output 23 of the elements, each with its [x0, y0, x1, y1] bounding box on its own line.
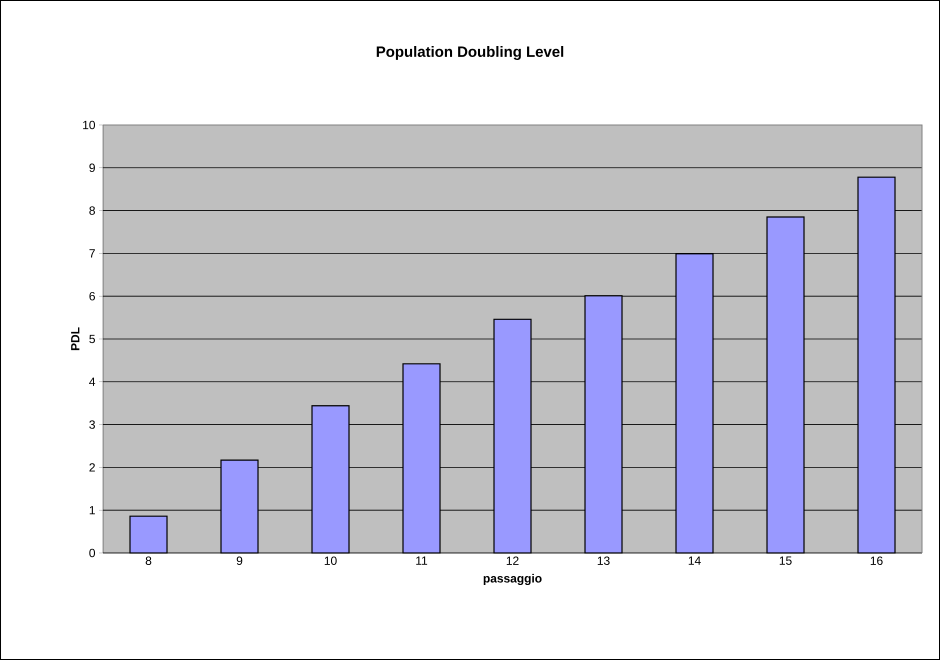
x-axis-title: passaggio — [484, 574, 542, 586]
y-tick-label: 9 — [89, 164, 95, 172]
y-tick-label: 4 — [89, 378, 96, 386]
y-tick-label: 10 — [83, 120, 96, 130]
y-tick-label: 7 — [89, 249, 95, 258]
y-tick-label: 1 — [90, 506, 95, 514]
x-tick-label: 9 — [236, 556, 242, 565]
x-tick-label: 15 — [780, 556, 792, 565]
x-tick-label: 11 — [416, 556, 428, 565]
x-tick-label: 8 — [146, 556, 152, 565]
chart-title: Population Doubling Level — [376, 46, 564, 60]
x-tick-label: 10 — [324, 556, 337, 565]
y-tick-label: 8 — [89, 206, 95, 215]
y-tick-label: 5 — [89, 334, 95, 344]
y-tick-label: 6 — [89, 292, 95, 300]
y-tick-label: 0 — [89, 548, 96, 558]
y-axis-title: PDL — [71, 327, 80, 350]
x-tick-label: 12 — [506, 556, 519, 565]
x-tick-label: 16 — [870, 556, 883, 565]
y-tick-label: 2 — [89, 463, 95, 472]
x-tick-label: 14 — [688, 556, 701, 565]
x-tick-label: 13 — [598, 556, 610, 565]
y-tick-label: 3 — [89, 420, 95, 429]
